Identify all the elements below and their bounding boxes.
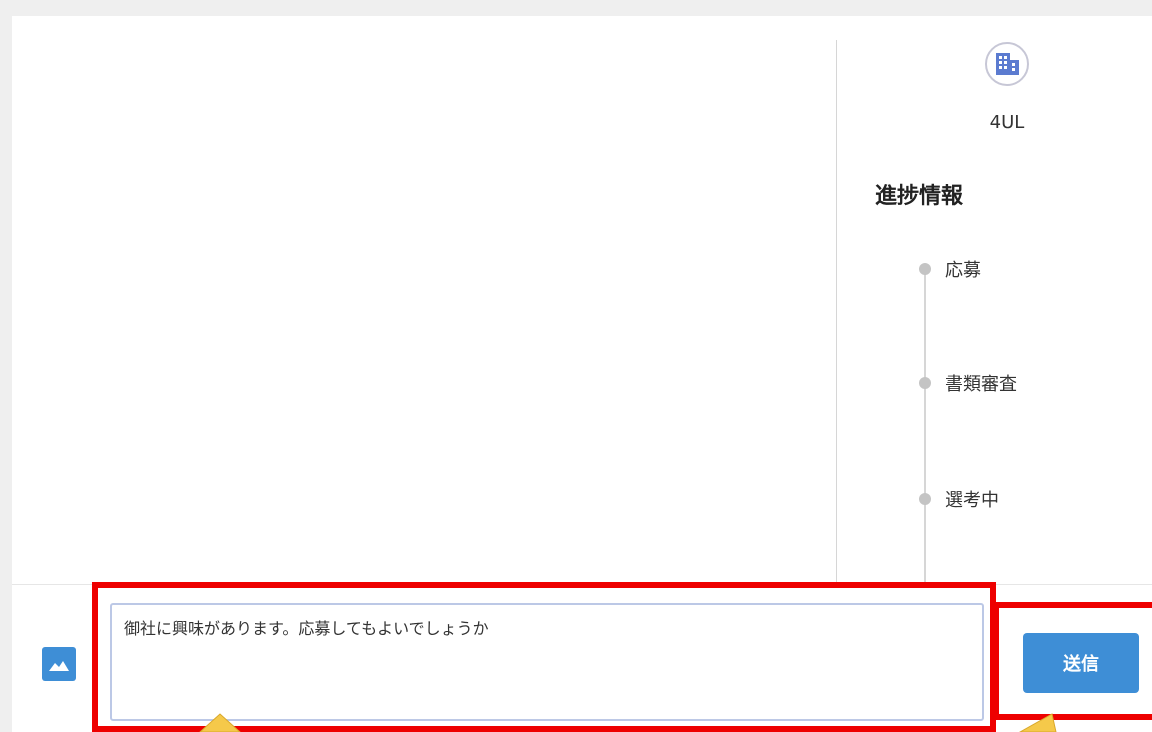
progress-step-document-review: 書類審査	[917, 370, 1017, 396]
image-attach-button[interactable]	[42, 647, 76, 681]
step-dot	[919, 377, 931, 389]
image-icon	[49, 661, 69, 671]
message-composer: 御社に興味があります。応募してもよいでしょうか 送信	[12, 584, 1152, 732]
company-name: 4UL	[989, 112, 1025, 133]
building-icon	[985, 42, 1029, 86]
step-label: 応募	[945, 260, 981, 281]
side-panel: 4UL 進捗情報 応募 書類審査 選考中	[837, 16, 1152, 588]
progress-step-in-selection: 選考中	[917, 486, 999, 512]
progress-title: 進捗情報	[875, 184, 964, 209]
step-label: 書類審査	[945, 374, 1017, 395]
chat-messages-area	[12, 16, 836, 584]
step-dot	[919, 263, 931, 275]
progress-step-applied: 応募	[917, 256, 981, 282]
app-window: 4UL 進捗情報 応募 書類審査 選考中 御社に興味があります。応募してもよいで…	[12, 16, 1152, 732]
timeline-line	[924, 268, 926, 588]
step-label: 選考中	[945, 490, 999, 511]
message-input[interactable]: 御社に興味があります。応募してもよいでしょうか	[110, 603, 984, 721]
panel-divider	[836, 40, 837, 584]
send-button[interactable]: 送信	[1023, 633, 1139, 693]
step-dot	[919, 493, 931, 505]
